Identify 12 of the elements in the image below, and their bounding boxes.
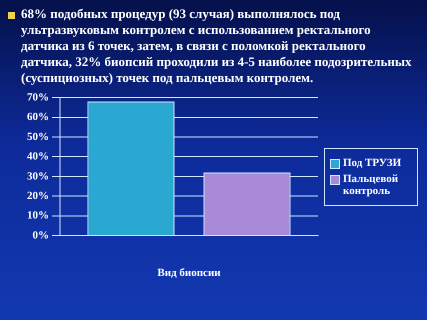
text: Под ТРУЗИ xyxy=(343,157,402,169)
y-tick-label: 20% xyxy=(27,190,49,202)
y-tick-label: 30% xyxy=(27,170,49,182)
chart-title: 68% подобных процедур (93 случая) выполнялось под ультразвуковым контролем с использованием ректального датчика из 6 точек, затем, в связи с поломкой ректального датчика, 32% биопсий проходили из 4-5 наиболее подозрительных (суспициозных) точек под пальцевым контролем. xyxy=(21,6,412,86)
x-axis-title: Вид биопсии xyxy=(157,267,222,280)
y-tick-label: 10% xyxy=(27,210,49,222)
y-tick-label: 0% xyxy=(32,229,49,242)
y-tick-label: 70% xyxy=(27,91,49,104)
y-tick-label: 50% xyxy=(27,130,49,143)
y-tick-label: 60% xyxy=(27,111,49,124)
y-tick-label: 40% xyxy=(27,150,49,163)
legend-label: Пальцевой контроль xyxy=(343,173,400,197)
